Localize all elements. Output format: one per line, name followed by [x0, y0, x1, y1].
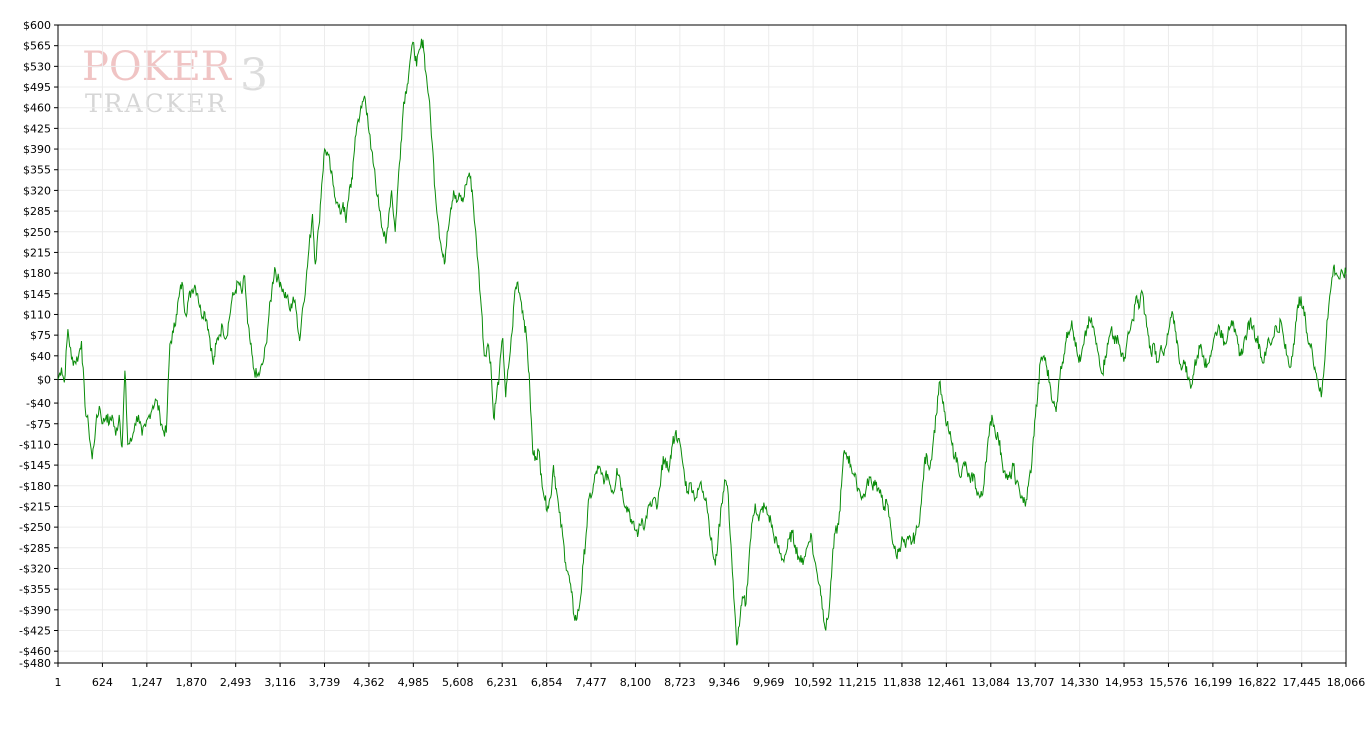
- series-line: [57, 38, 1347, 646]
- x-tick-label: 6,854: [531, 676, 563, 689]
- y-tick-label: -$390: [19, 604, 51, 617]
- x-tick-label: 1,247: [131, 676, 163, 689]
- x-tick-label: 624: [92, 676, 113, 689]
- y-tick-label: $390: [23, 143, 51, 156]
- x-tick-label: 10,592: [794, 676, 833, 689]
- x-tick-label: 3,116: [264, 676, 296, 689]
- y-tick-label: $600: [23, 19, 51, 32]
- x-tick-label: 17,445: [1282, 676, 1321, 689]
- y-tick-label: $110: [23, 308, 51, 321]
- x-tick-label: 16,199: [1194, 676, 1233, 689]
- y-tick-label: -$215: [19, 500, 51, 513]
- y-tick-label: -$285: [19, 542, 51, 555]
- grid-lines: [57, 24, 1347, 664]
- x-tick-label: 18,066: [1327, 676, 1366, 689]
- y-tick-label: -$250: [19, 521, 51, 534]
- y-tick-label: -$75: [26, 418, 51, 431]
- y-tick-label: -$480: [19, 657, 51, 670]
- y-tick-label: -$320: [19, 562, 51, 575]
- y-tick-label: -$355: [19, 583, 51, 596]
- y-tick-label: $215: [23, 246, 51, 259]
- x-tick-label: 1: [55, 676, 62, 689]
- x-tick-label: 13,084: [972, 676, 1011, 689]
- y-tick-label: $320: [23, 184, 51, 197]
- y-tick-label: $75: [30, 329, 51, 342]
- x-tick-label: 16,822: [1238, 676, 1277, 689]
- logo-poker-text: POKER: [82, 44, 233, 90]
- y-tick-label: $180: [23, 267, 51, 280]
- x-tick-label: 15,576: [1149, 676, 1188, 689]
- logo-tracker-text: TRACKER: [85, 89, 227, 118]
- x-tick-label: 9,969: [753, 676, 785, 689]
- y-tick-label: $355: [23, 164, 51, 177]
- x-tick-label: 2,493: [220, 676, 252, 689]
- y-tick-label: -$110: [19, 438, 51, 451]
- y-tick-label: $250: [23, 226, 51, 239]
- y-tick-label: $40: [30, 350, 51, 363]
- y-axis-ticks: $600 $565 $530 $495 $460 $425 $390 $355 $320 $285…: [19, 19, 58, 670]
- x-tick-label: 3,739: [309, 676, 341, 689]
- x-tick-label: 5,608: [442, 676, 474, 689]
- y-tick-label: $495: [23, 81, 51, 94]
- x-tick-label: 14,330: [1060, 676, 1099, 689]
- x-tick-label: 14,953: [1105, 676, 1144, 689]
- x-tick-label: 8,723: [664, 676, 696, 689]
- x-tick-label: 4,362: [353, 676, 385, 689]
- x-tick-label: 6,231: [486, 676, 518, 689]
- y-tick-label: $145: [23, 288, 51, 301]
- y-tick-label: $425: [23, 122, 51, 135]
- y-tick-label: $285: [23, 205, 51, 218]
- x-tick-label: 1,870: [176, 676, 208, 689]
- x-tick-label: 9,346: [709, 676, 741, 689]
- y-tick-label: -$40: [26, 397, 51, 410]
- plot-border: [57, 24, 1347, 664]
- y-tick-label: -$460: [19, 645, 51, 658]
- y-tick-label: -$145: [19, 459, 51, 472]
- x-tick-label: 11,215: [838, 676, 877, 689]
- y-tick-label: $0: [37, 373, 51, 386]
- x-tick-label: 12,461: [927, 676, 966, 689]
- x-tick-label: 13,707: [1016, 676, 1055, 689]
- x-tick-label: 7,477: [575, 676, 607, 689]
- y-tick-label: $460: [23, 102, 51, 115]
- x-tick-label: 4,985: [398, 676, 430, 689]
- poker-tracker-logo: POKER TRACKER 3: [82, 44, 268, 118]
- x-tick-label: 11,838: [883, 676, 922, 689]
- y-tick-label: $530: [23, 60, 51, 73]
- x-axis-ticks: 1 624 1,247 1,870 2,493 3,116 3,739 4,362 4,985 5…: [55, 663, 1366, 689]
- y-tick-label: $565: [23, 40, 51, 53]
- x-tick-label: 8,100: [620, 676, 652, 689]
- logo-version-text: 3: [240, 50, 268, 101]
- axes: [57, 24, 1347, 664]
- y-tick-label: -$425: [19, 625, 51, 638]
- y-tick-label: -$180: [19, 480, 51, 493]
